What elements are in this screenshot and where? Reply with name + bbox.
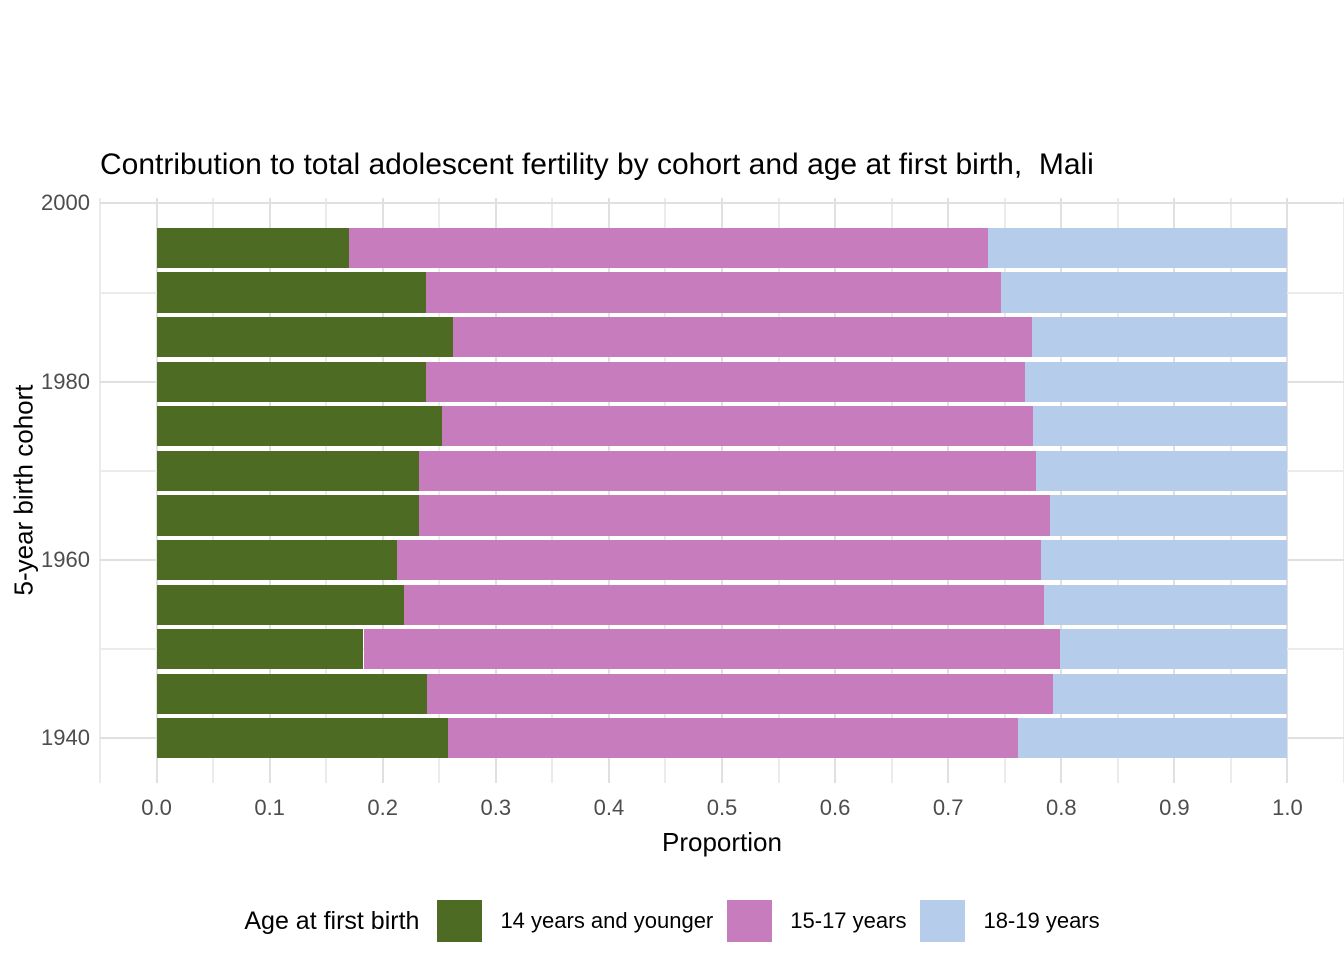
x-tick-label: 0.0	[141, 795, 172, 820]
legend: Age at first birth 14 years and younger …	[0, 900, 1344, 942]
bar-segment	[426, 673, 1054, 714]
bar-segment	[156, 718, 449, 759]
bar-segment	[156, 629, 364, 670]
legend-swatch-18-19	[920, 900, 966, 942]
bar-segment	[156, 406, 442, 447]
x-axis-title: Proportion	[662, 827, 782, 857]
y-axis-title: 5-year birth cohort	[8, 384, 39, 596]
gridline-minor-vertical	[99, 198, 101, 783]
bar-segment	[156, 317, 453, 358]
bar-segment	[363, 629, 1061, 670]
bar-segment	[156, 227, 349, 268]
bar-segment	[156, 584, 405, 625]
x-tick-label: 0.3	[480, 795, 512, 820]
bar-segment	[397, 539, 1041, 581]
legend-label-14-and-younger: 14 years and younger	[500, 908, 714, 933]
bar-segment	[156, 361, 426, 402]
bar-segment	[987, 227, 1288, 268]
bar-segment	[425, 361, 1026, 402]
bar-segment	[1049, 495, 1288, 536]
bar-segment	[1001, 272, 1288, 313]
x-tick-label: 0.9	[1159, 795, 1190, 820]
x-tick-label: 0.1	[254, 795, 285, 820]
y-tick-label: 1960	[41, 547, 90, 573]
bar-segment	[156, 272, 426, 313]
bar-segment	[156, 673, 427, 714]
legend-item-15-17: 15-17 years	[727, 900, 906, 942]
bar-segment	[441, 406, 1033, 447]
y-tick-label: 1940	[41, 725, 90, 751]
gridline-major-vertical	[1286, 198, 1289, 783]
x-tick-label: 0.5	[706, 795, 738, 820]
legend-title: Age at first birth	[244, 906, 420, 935]
y-tick-label: 2000	[41, 190, 90, 216]
bar-segment	[1018, 718, 1288, 759]
bar-segment	[1053, 673, 1288, 714]
legend-item-14-and-younger: 14 years and younger	[437, 900, 713, 942]
bar-segment	[1033, 406, 1288, 447]
bar-segment	[1040, 539, 1288, 581]
legend-swatch-15-17	[727, 900, 773, 942]
x-tick-label: 0.6	[819, 795, 851, 820]
legend-label-18-19: 18-19 years	[983, 908, 1100, 933]
legend-swatch-14-and-younger	[437, 900, 483, 942]
gridline-major-horizontal	[100, 202, 1344, 205]
bar-segment	[348, 227, 988, 268]
plot-panel	[99, 198, 1344, 783]
x-tick-label: 0.2	[367, 795, 399, 820]
bar-segment	[156, 495, 419, 536]
bar-segment	[1036, 450, 1288, 491]
bar-segment	[156, 450, 419, 491]
x-tick-label: 0.7	[932, 795, 964, 820]
bar-segment	[425, 272, 1002, 313]
chart-title: Contribution to total adolescent fertili…	[100, 148, 1094, 181]
y-tick-label: 1980	[41, 368, 90, 394]
bar-segment	[452, 317, 1032, 358]
bar-segment	[1044, 584, 1288, 625]
bar-segment	[448, 718, 1019, 759]
bars-layer	[100, 198, 1344, 783]
bar-segment	[156, 539, 398, 581]
bar-segment	[418, 495, 1050, 536]
x-tick-label: 0.4	[593, 795, 625, 820]
legend-item-18-19: 18-19 years	[920, 900, 1100, 942]
legend-label-15-17: 15-17 years	[790, 908, 907, 933]
bar-segment	[418, 450, 1037, 491]
x-tick-label: 1.0	[1272, 795, 1303, 820]
bar-segment	[404, 584, 1045, 625]
x-tick-label: 0.8	[1045, 795, 1077, 820]
bar-segment	[1031, 317, 1288, 358]
bar-segment	[1060, 629, 1288, 670]
bar-segment	[1025, 361, 1288, 402]
